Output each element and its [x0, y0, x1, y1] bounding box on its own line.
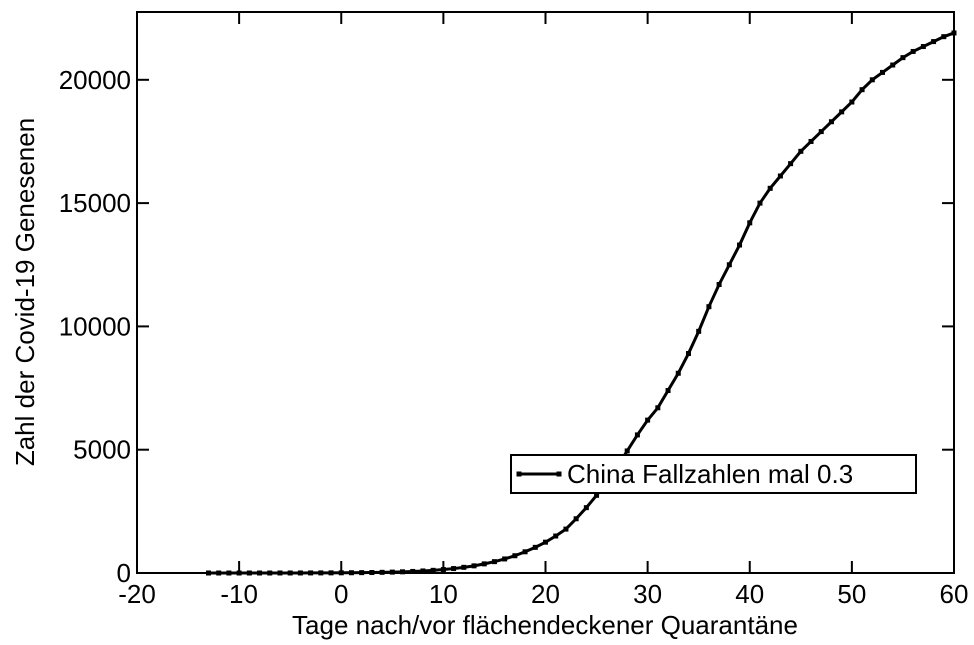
point: [359, 570, 365, 576]
point: [420, 568, 426, 574]
y-tick-label: 0: [117, 558, 131, 588]
point: [675, 370, 681, 376]
point: [563, 526, 569, 532]
point: [308, 570, 314, 576]
legend-label: China Fallzahlen mal 0.3: [567, 459, 853, 489]
point: [931, 39, 937, 45]
point: [471, 563, 477, 569]
point: [910, 48, 916, 54]
point: [236, 570, 242, 576]
y-axis-label: Zahl der Covid-19 Genesenen: [10, 118, 40, 466]
point: [941, 34, 947, 40]
x-tick-label: 30: [633, 579, 662, 609]
point: [757, 200, 763, 206]
y-tick-label: 10000: [59, 311, 131, 341]
x-tick-label: 10: [429, 579, 458, 609]
point: [890, 62, 896, 68]
point: [849, 99, 855, 105]
x-axis-label: Tage nach/vor flächendeckener Quarantäne: [292, 610, 798, 640]
point: [583, 505, 589, 511]
point: [216, 570, 222, 576]
point: [900, 55, 906, 61]
point: [318, 570, 324, 576]
point: [767, 185, 773, 191]
point: [461, 564, 467, 570]
point: [338, 570, 344, 576]
point: [522, 549, 528, 555]
point: [951, 30, 957, 36]
point: [205, 570, 211, 576]
point: [440, 567, 446, 573]
point: [553, 533, 559, 539]
point: [634, 432, 640, 438]
x-tick-label: 40: [735, 579, 764, 609]
legend-box: [510, 454, 917, 494]
point: [859, 87, 865, 93]
point: [777, 173, 783, 179]
point: [839, 109, 845, 115]
point: [818, 129, 824, 135]
point: [512, 553, 518, 559]
point: [328, 570, 334, 576]
point: [920, 44, 926, 50]
point: [287, 570, 293, 576]
y-tick-label: 15000: [59, 188, 131, 218]
point: [573, 516, 579, 522]
y-tick-label: 5000: [73, 435, 131, 465]
point: [277, 570, 283, 576]
legend-marker: [556, 471, 562, 477]
point: [665, 388, 671, 394]
point: [685, 351, 691, 357]
point: [869, 77, 875, 83]
point: [369, 570, 375, 576]
point: [747, 220, 753, 226]
y-tick-label: 20000: [59, 65, 131, 95]
point: [624, 448, 630, 454]
point: [594, 492, 600, 498]
point: [257, 570, 263, 576]
point: [430, 567, 436, 573]
point: [451, 566, 457, 572]
point: [706, 304, 712, 310]
point: [389, 569, 395, 575]
point: [737, 242, 743, 248]
point: [481, 561, 487, 567]
point: [410, 568, 416, 574]
x-tick-label: -20: [118, 579, 156, 609]
x-tick-label: 0: [334, 579, 348, 609]
point: [543, 539, 548, 545]
point: [532, 544, 538, 550]
point: [502, 556, 508, 562]
point: [267, 570, 273, 576]
x-tick-label: 50: [837, 579, 866, 609]
legend-marker: [516, 471, 522, 477]
point: [828, 119, 834, 125]
point: [645, 417, 651, 423]
point: [297, 570, 303, 576]
point: [788, 161, 794, 167]
point: [226, 570, 232, 576]
point: [491, 559, 497, 565]
point: [880, 69, 886, 75]
x-tick-label: -10: [220, 579, 258, 609]
point: [696, 328, 702, 334]
point: [798, 148, 804, 154]
x-tick-label: 20: [531, 579, 560, 609]
x-tick-label: 60: [940, 579, 969, 609]
point: [726, 262, 732, 268]
point: [808, 138, 814, 144]
point: [655, 405, 661, 411]
point: [379, 569, 385, 575]
point: [716, 281, 722, 287]
point: [246, 570, 252, 576]
point: [400, 569, 406, 575]
point: [348, 570, 354, 576]
